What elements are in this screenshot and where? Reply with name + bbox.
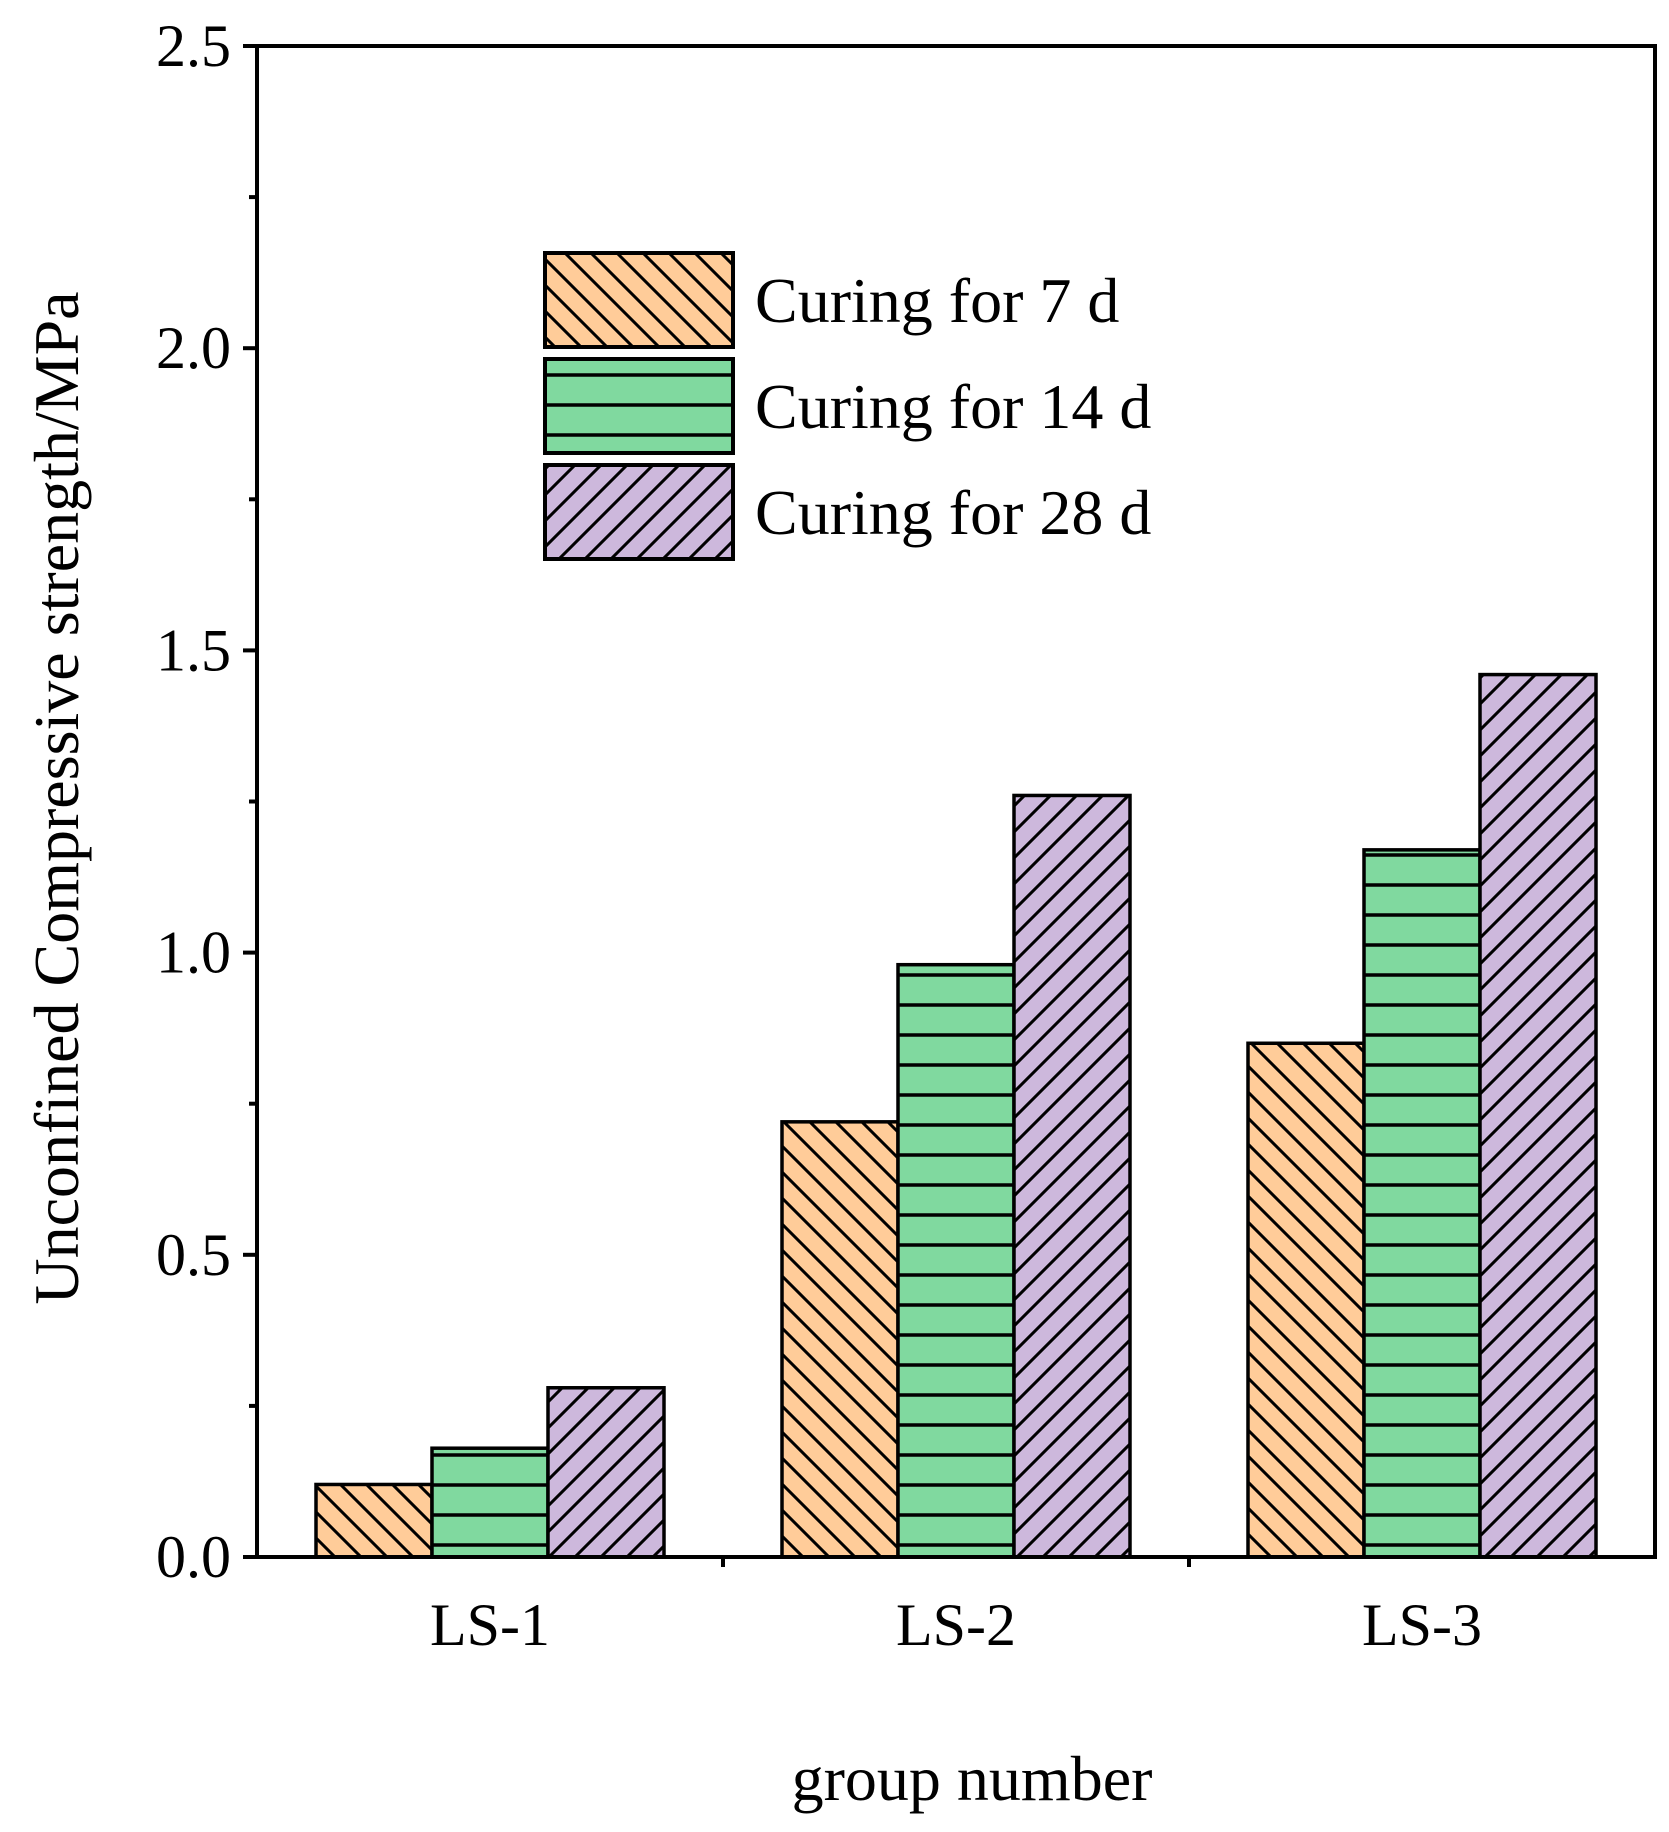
bar-ls-2-series-3: [1012, 793, 1132, 1559]
y-tick-label: 0.5: [156, 1222, 231, 1288]
y-tick-label: 2.0: [156, 315, 231, 381]
legend-swatch-1: [543, 251, 735, 349]
legend-swatch-2: [543, 357, 735, 455]
legend-swatch-3: [543, 463, 735, 561]
bars-layer: [314, 672, 1598, 1559]
y-tick-label: 1.5: [156, 617, 231, 683]
y-tick-label: 2.5: [156, 13, 231, 79]
y-tick-label: 0.0: [156, 1524, 231, 1590]
x-tick-label-ls-2: LS-2: [896, 1592, 1016, 1658]
legend-label-2: Curing for 14 d: [755, 371, 1151, 442]
ticks-layer: 0.0 0.5 1.0 1.5 2.0 2.5 LS-1 LS-2 LS-3: [156, 13, 1482, 1658]
legend: Curing for 7 d Curing for 14 d Curing for …: [543, 251, 1151, 561]
legend-label-1: Curing for 7 d: [755, 265, 1119, 336]
bar-ls-3-series-2: [1362, 848, 1482, 1559]
bar-ls-3-series-3: [1478, 672, 1598, 1559]
bar-ls-1-series-1: [314, 1482, 434, 1559]
bar-ls-1-series-2: [430, 1446, 550, 1559]
y-tick-label: 1.0: [156, 920, 231, 986]
x-tick-label-ls-1: LS-1: [430, 1592, 550, 1658]
bar-ls-1-series-3: [546, 1386, 666, 1559]
bar-ls-2-series-2: [896, 962, 1016, 1559]
bar-ls-2-series-1: [780, 1120, 900, 1559]
x-tick-label-ls-3: LS-3: [1362, 1592, 1482, 1658]
x-axis-title: group number: [792, 1743, 1153, 1814]
y-axis-title: Unconfined Compressive strength/MPa: [21, 291, 92, 1304]
legend-label-3: Curing for 28 d: [755, 477, 1151, 548]
bar-ls-3-series-1: [1246, 1041, 1366, 1559]
